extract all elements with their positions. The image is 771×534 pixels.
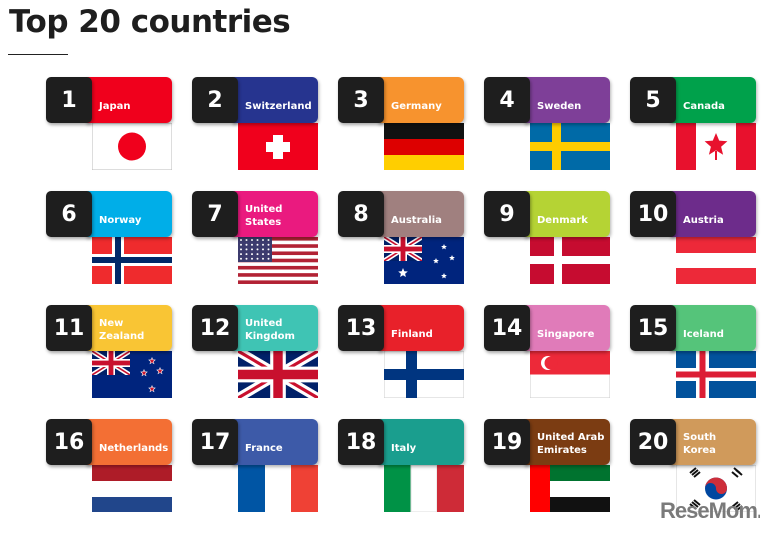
rank-badge: 5 [630,77,676,123]
country-label: South Korea [670,419,756,465]
rank-badge: 17 [192,419,238,465]
rank-badge: 16 [46,419,92,465]
austria-flag-icon [676,237,756,284]
rank-badge: 6 [46,191,92,237]
country-label: Italy [378,419,464,465]
country-label: Austria [670,191,756,237]
country-label: Germany [378,77,464,123]
rank-badge: 3 [338,77,384,123]
uae-flag-icon [530,465,610,512]
country-card: 11 New Zealand [46,305,172,399]
sweden-flag-icon [530,123,610,170]
france-flag-icon [238,465,318,512]
country-card: 9 Denmark [484,191,610,285]
country-label: New Zealand [86,305,172,351]
country-card: 1 Japan [46,77,172,171]
watermark-logo: ReseMom. [660,497,763,528]
country-label: Australia [378,191,464,237]
denmark-flag-icon [530,237,610,284]
rank-badge: 12 [192,305,238,351]
switzerland-flag-icon [238,123,318,170]
country-label: Netherlands [86,419,172,465]
country-card: 20 South Korea [630,419,756,513]
country-label: United States [232,191,318,237]
resemom-logo: ReseMom. [660,498,763,523]
country-card: 14 Singapore [484,305,610,399]
netherlands-flag-icon [92,465,172,512]
rank-badge: 8 [338,191,384,237]
country-card: 8 Australia [338,191,464,285]
iceland-flag-icon [676,351,756,398]
country-card: 19 United Arab Emirates [484,419,610,513]
rank-badge: 9 [484,191,530,237]
country-label: Japan [86,77,172,123]
country-card: 10 Austria [630,191,756,285]
page-title: Top 20 countries [9,4,291,40]
rank-badge: 19 [484,419,530,465]
finland-flag-icon [384,351,464,398]
uk-flag-icon [238,351,318,398]
rank-badge: 10 [630,191,676,237]
canada-flag-icon [676,123,756,170]
country-card: 13 Finland [338,305,464,399]
japan-flag-icon [92,123,172,170]
rank-badge: 14 [484,305,530,351]
country-label: Finland [378,305,464,351]
rank-badge: 11 [46,305,92,351]
svg-text:ReseMom.: ReseMom. [660,498,760,523]
singapore-flag-icon [530,351,610,398]
country-label: United Kingdom [232,305,318,351]
title-underline [8,54,68,55]
rank-badge: 1 [46,77,92,123]
country-card: 17 France [192,419,318,513]
southkorea-flag-icon [676,465,756,512]
country-label: Switzerland [232,77,318,123]
country-card: 5 Canada [630,77,756,171]
country-card: 3 Germany [338,77,464,171]
germany-flag-icon [384,123,464,170]
country-label: Norway [86,191,172,237]
usa-flag-icon [238,237,318,284]
newzealand-flag-icon [92,351,172,398]
country-card: 4 Sweden [484,77,610,171]
norway-flag-icon [92,237,172,284]
country-label: Denmark [524,191,610,237]
rank-badge: 20 [630,419,676,465]
country-label: Singapore [524,305,610,351]
country-label: France [232,419,318,465]
australia-flag-icon [384,237,464,284]
rank-badge: 15 [630,305,676,351]
rank-badge: 13 [338,305,384,351]
italy-flag-icon [384,465,464,512]
country-card: 15 Iceland [630,305,756,399]
country-card: 7 United States [192,191,318,285]
country-card: 16 Netherlands [46,419,172,513]
rank-badge: 4 [484,77,530,123]
country-label: Canada [670,77,756,123]
country-card: 6 Norway [46,191,172,285]
rank-badge: 7 [192,191,238,237]
country-card: 12 United Kingdom [192,305,318,399]
country-label: United Arab Emirates [524,419,610,465]
country-card: 18 Italy [338,419,464,513]
rank-badge: 18 [338,419,384,465]
country-label: Iceland [670,305,756,351]
rank-badge: 2 [192,77,238,123]
country-card: 2 Switzerland [192,77,318,171]
country-label: Sweden [524,77,610,123]
